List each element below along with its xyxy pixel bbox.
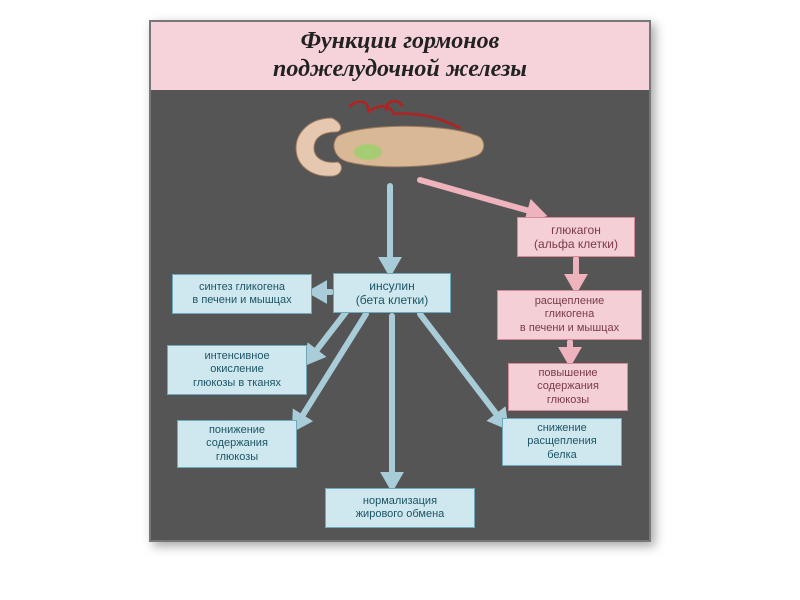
node-glyc_synth: синтез гликогена в печени и мышцах [172,274,312,314]
node-glucose_up: повышение содержания глюкозы [508,363,628,411]
title-text: Функции гормонов поджелудочной железы [273,28,527,83]
pancreas-illustration [290,96,490,186]
node-glucagon: глюкагон (альфа клетки) [517,217,635,257]
node-oxidation: интенсивное окисление глюкозы в тканях [167,345,307,395]
node-glyc_break: расщепление гликогена в печени и мышцах [497,290,642,340]
node-protein_down: снижение расщепления белка [502,418,622,466]
node-glucose_down: понижение содержания глюкозы [177,420,297,468]
title-bar: Функции гормонов поджелудочной железы [151,22,649,90]
node-insulin: инсулин (бета клетки) [333,273,451,313]
stage: Функции гормонов поджелудочной железы ин… [0,0,800,600]
node-fat_norm: нормализация жирового обмена [325,488,475,528]
